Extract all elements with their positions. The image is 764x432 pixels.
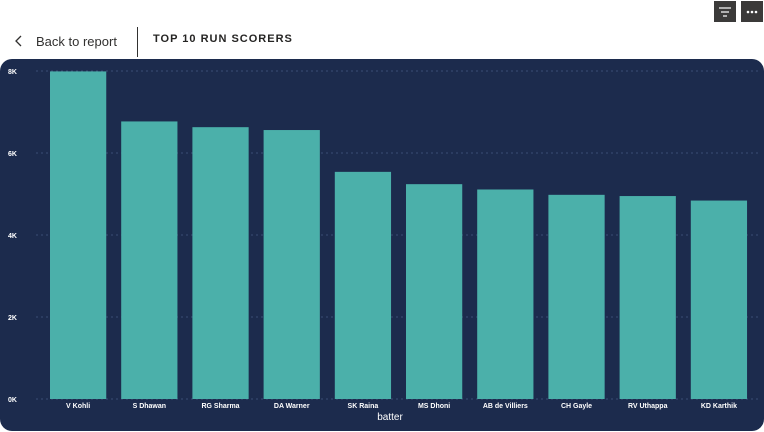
bar[interactable] <box>477 189 534 399</box>
x-category-label: AB de Villiers <box>483 403 528 410</box>
bar-chart-visual[interactable]: 0K 2K 4K 6K 8K V Kohli S Dhawan RG Sharma DA War… <box>0 59 764 431</box>
more-options-button[interactable] <box>741 1 763 22</box>
more-options-icon <box>746 10 758 13</box>
y-tick-label: 8K <box>8 69 17 76</box>
bar[interactable] <box>121 121 178 400</box>
bar[interactable] <box>192 127 249 400</box>
x-category-label: KD Karthik <box>701 403 737 410</box>
bar[interactable] <box>334 171 392 399</box>
x-category-label: S Dhawan <box>133 403 166 410</box>
page-title: TOP 10 RUN SCORERS <box>153 33 293 45</box>
focus-mode-header: Back to report TOP 10 RUN SCORERS <box>0 24 764 58</box>
x-category-label: SK Raina <box>348 403 379 410</box>
bar[interactable] <box>50 71 107 399</box>
filter-icon <box>719 6 731 17</box>
y-tick-label: 4K <box>8 233 17 240</box>
chevron-left-icon <box>15 35 22 47</box>
x-category-label: RG Sharma <box>201 403 239 410</box>
x-category-label: DA Warner <box>274 403 310 410</box>
bar[interactable] <box>690 200 748 399</box>
filter-button[interactable] <box>714 1 736 22</box>
visual-header-toolbar <box>0 0 764 24</box>
y-tick-label: 0K <box>8 397 17 404</box>
x-category-label: V Kohli <box>66 403 90 410</box>
back-to-report-label: Back to report <box>36 33 117 49</box>
x-axis-title: batter <box>377 412 403 423</box>
y-tick-label: 6K <box>8 151 17 158</box>
bar[interactable] <box>406 184 463 399</box>
x-category-label: RV Uthappa <box>628 403 668 410</box>
bar[interactable] <box>619 196 676 399</box>
x-category-label: CH Gayle <box>561 403 592 410</box>
y-tick-label: 2K <box>8 315 17 322</box>
x-category-label: MS Dhoni <box>418 403 450 410</box>
back-to-report-button[interactable]: Back to report <box>14 30 117 52</box>
bar[interactable] <box>263 130 320 399</box>
header-divider <box>137 27 138 57</box>
bar[interactable] <box>548 194 605 399</box>
bar-chart: 0K 2K 4K 6K 8K V Kohli S Dhawan RG Sharma DA War… <box>8 69 760 423</box>
